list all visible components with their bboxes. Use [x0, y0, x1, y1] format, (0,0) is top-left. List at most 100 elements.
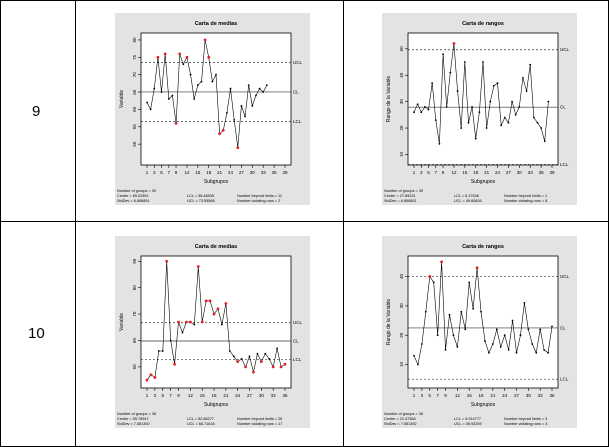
- data-point: [276, 347, 279, 350]
- center-line-label: CL: [293, 89, 299, 94]
- data-point: [262, 91, 265, 93]
- data-point: [507, 121, 510, 124]
- data-point: [485, 127, 488, 129]
- data-point: [247, 84, 250, 87]
- x-tick-label: 1: [413, 393, 416, 398]
- y-tick-label: 50: [132, 364, 137, 370]
- x-tick-label: 1: [146, 170, 149, 175]
- x-axis-label: Subgrupos: [471, 179, 496, 185]
- data-point: [535, 351, 538, 354]
- data-point: [224, 302, 228, 305]
- y-tick-label: 20: [399, 125, 404, 131]
- data-point: [258, 87, 261, 90]
- data-point: [463, 61, 466, 63]
- data-point: [271, 365, 275, 369]
- data-point: [178, 52, 182, 56]
- data-point: [536, 121, 539, 124]
- data-point: [492, 84, 495, 87]
- data-point: [522, 76, 524, 79]
- data-point: [491, 343, 494, 345]
- data-point: [182, 63, 185, 66]
- x-tick-label: 27: [239, 170, 245, 175]
- x-tick-label: 24: [502, 393, 508, 398]
- data-point: [160, 91, 163, 93]
- data-point: [434, 119, 437, 122]
- data-point: [547, 351, 549, 354]
- data-point: [540, 127, 543, 129]
- data-point: [448, 313, 451, 316]
- x-tick-label: 9: [177, 393, 180, 398]
- data-point: [161, 350, 164, 352]
- data-point: [149, 373, 153, 377]
- data-point: [456, 90, 459, 92]
- data-point: [196, 265, 200, 268]
- data-point: [173, 362, 176, 366]
- x-tick-label: 33: [261, 170, 267, 175]
- data-point: [416, 103, 419, 106]
- data-point: [432, 281, 435, 284]
- y-tick-label: 60: [132, 337, 137, 343]
- data-point: [474, 137, 477, 140]
- lcl-line-label: LCL: [293, 119, 302, 124]
- data-point: [244, 365, 247, 369]
- y-tick-label: 10: [399, 151, 404, 157]
- stat-center: Center = 65.02551: [117, 194, 149, 198]
- x-tick-label: 36: [539, 170, 545, 175]
- data-point: [420, 111, 423, 114]
- stat-stddev: StdDev = 7.581392: [384, 422, 417, 426]
- row-label-9: 9: [32, 103, 41, 120]
- center-line-label: CL: [560, 105, 566, 110]
- stat-lcl: LCL = 5.014777: [454, 417, 481, 421]
- data-point: [424, 310, 427, 313]
- data-point: [480, 310, 482, 313]
- data-point: [471, 106, 474, 108]
- data-point: [413, 111, 415, 114]
- plot-area: [407, 32, 559, 166]
- data-point: [259, 360, 263, 363]
- data-point: [488, 351, 490, 354]
- data-point: [452, 42, 456, 45]
- chart-medias-9: Carta de medias 50 55 60 65 70 75 80 Variable 1 3 5…: [115, 13, 310, 205]
- plot-area: [140, 32, 292, 166]
- data-point: [208, 299, 212, 303]
- data-point: [420, 343, 423, 345]
- data-point: [514, 113, 517, 116]
- data-point: [188, 320, 192, 324]
- x-tick-label: 3: [153, 170, 156, 175]
- data-point: [153, 87, 156, 90]
- data-point: [431, 82, 434, 85]
- data-point: [240, 358, 243, 360]
- data-point: [417, 363, 419, 366]
- chart-title: Carta de medias: [195, 244, 238, 250]
- x-tick-label: 7: [436, 393, 439, 398]
- data-point: [279, 365, 283, 369]
- data-point: [252, 370, 255, 374]
- chart-medias-10: Carta de medias 50 60 70 80 90 Variable 1 3 5 7 9 12…: [115, 236, 310, 428]
- data-point: [228, 350, 231, 352]
- data-point: [207, 55, 211, 59]
- data-point: [264, 352, 267, 355]
- data-point: [531, 343, 534, 345]
- stat-lcl: LCL = 52.86277: [187, 417, 214, 421]
- data-point: [185, 320, 188, 324]
- data-point: [452, 334, 455, 337]
- ucl-line-label: UCL: [293, 60, 302, 65]
- data-point: [200, 80, 203, 83]
- stat-stddev: StdDev = 7.581392: [117, 422, 150, 426]
- data-point: [216, 307, 220, 311]
- data-point: [489, 100, 492, 103]
- data-point: [232, 355, 235, 358]
- x-axis-label: Subgrupos: [204, 402, 229, 408]
- stat-beyond: Number beyond limits = 1: [504, 194, 547, 198]
- x-tick-label: 36: [272, 170, 278, 175]
- data-point: [515, 351, 518, 354]
- data-point: [423, 106, 426, 108]
- data-point: [440, 260, 443, 264]
- x-tick-label: 30: [517, 170, 523, 175]
- data-point: [212, 312, 216, 316]
- data-point: [145, 378, 149, 382]
- x-tick-label: 9: [442, 170, 445, 175]
- data-point: [436, 334, 439, 337]
- x-tick-label: 33: [528, 170, 534, 175]
- x-tick-label: 5: [429, 393, 432, 398]
